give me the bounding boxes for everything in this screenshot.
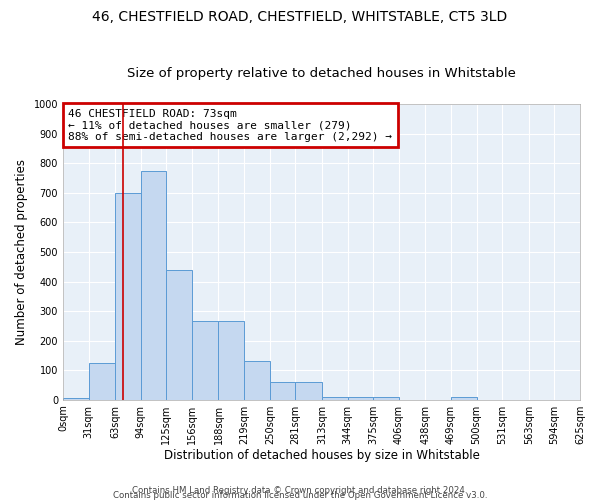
Text: 46 CHESTFIELD ROAD: 73sqm
← 11% of detached houses are smaller (279)
88% of semi: 46 CHESTFIELD ROAD: 73sqm ← 11% of detac…	[68, 108, 392, 142]
Bar	[373, 397, 399, 400]
Bar	[115, 193, 140, 400]
Bar	[270, 382, 295, 400]
Bar	[192, 322, 218, 400]
Text: 46, CHESTFIELD ROAD, CHESTFIELD, WHITSTABLE, CT5 3LD: 46, CHESTFIELD ROAD, CHESTFIELD, WHITSTA…	[92, 10, 508, 24]
Bar	[347, 397, 373, 400]
Bar	[322, 397, 347, 400]
Y-axis label: Number of detached properties: Number of detached properties	[15, 159, 28, 345]
X-axis label: Distribution of detached houses by size in Whitstable: Distribution of detached houses by size …	[164, 450, 479, 462]
Bar	[89, 363, 115, 400]
Bar	[140, 170, 166, 400]
Bar	[166, 270, 192, 400]
Bar	[295, 382, 322, 400]
Text: Contains HM Land Registry data © Crown copyright and database right 2024.: Contains HM Land Registry data © Crown c…	[132, 486, 468, 495]
Title: Size of property relative to detached houses in Whitstable: Size of property relative to detached ho…	[127, 66, 516, 80]
Bar	[218, 322, 244, 400]
Bar	[244, 362, 270, 400]
Bar	[63, 398, 89, 400]
Bar	[451, 398, 476, 400]
Text: Contains public sector information licensed under the Open Government Licence v3: Contains public sector information licen…	[113, 490, 487, 500]
